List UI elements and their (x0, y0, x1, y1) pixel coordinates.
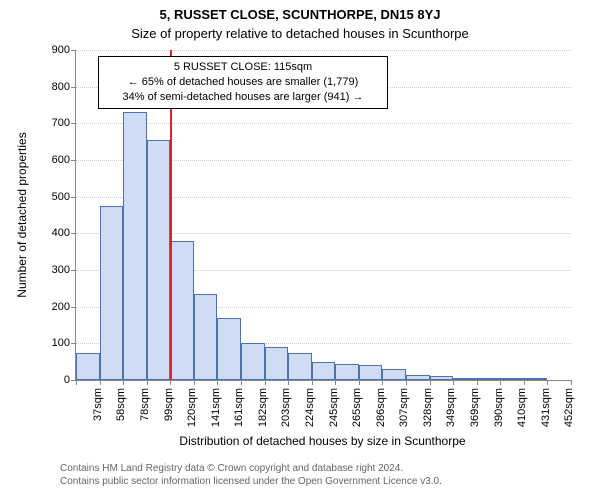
xtick-label: 203sqm (280, 388, 292, 427)
xtick-label: 328sqm (422, 388, 434, 427)
histogram-bar (241, 343, 265, 380)
xtick-mark (547, 380, 548, 385)
x-axis-label: Distribution of detached houses by size … (75, 434, 570, 448)
xtick-mark (100, 380, 101, 385)
histogram-bar (500, 378, 524, 380)
footer-line-1: Contains HM Land Registry data © Crown c… (60, 462, 442, 475)
xtick-label: 37sqm (92, 388, 104, 421)
xtick-label: 286sqm (375, 388, 387, 427)
xtick-mark (312, 380, 313, 385)
xtick-label: 141sqm (210, 388, 222, 427)
xtick-label: 307sqm (398, 388, 410, 427)
annotation-line-0: 5 RUSSET CLOSE: 115sqm (105, 60, 381, 75)
ytick-label: 400 (52, 227, 76, 239)
histogram-bar (312, 362, 336, 380)
annotation-line-2: 34% of semi-detached houses are larger (… (105, 90, 381, 105)
histogram-bar (265, 347, 289, 380)
histogram-bar (123, 112, 147, 380)
page-title-line2: Size of property relative to detached ho… (0, 26, 600, 41)
xtick-mark (194, 380, 195, 385)
histogram-bar (288, 353, 312, 381)
xtick-mark (335, 380, 336, 385)
xtick-mark (76, 380, 77, 385)
ytick-label: 300 (52, 264, 76, 276)
xtick-mark (453, 380, 454, 385)
xtick-label: 161sqm (233, 388, 245, 427)
xtick-label: 224sqm (304, 388, 316, 427)
xtick-label: 265sqm (351, 388, 363, 427)
annotation-box: 5 RUSSET CLOSE: 115sqm ← 65% of detached… (98, 56, 388, 109)
y-axis-label: Number of detached properties (15, 115, 29, 315)
histogram-bar (430, 376, 454, 380)
histogram-bar (194, 294, 218, 380)
xtick-label: 349sqm (445, 388, 457, 427)
footer-text: Contains HM Land Registry data © Crown c… (60, 462, 442, 488)
histogram-bar (524, 378, 548, 380)
xtick-mark (217, 380, 218, 385)
histogram-bar (453, 378, 477, 380)
xtick-label: 78sqm (139, 388, 151, 421)
xtick-mark (477, 380, 478, 385)
histogram-bar (477, 378, 501, 380)
xtick-mark (571, 380, 572, 385)
xtick-mark (430, 380, 431, 385)
xtick-label: 58sqm (115, 388, 127, 421)
ytick-label: 100 (52, 337, 76, 349)
xtick-mark (288, 380, 289, 385)
xtick-mark (359, 380, 360, 385)
ytick-label: 0 (64, 374, 76, 386)
xtick-mark (241, 380, 242, 385)
ytick-label: 800 (52, 81, 76, 93)
xtick-mark (123, 380, 124, 385)
xtick-label: 182sqm (257, 388, 269, 427)
ytick-label: 600 (52, 154, 76, 166)
histogram-bar (100, 206, 124, 380)
xtick-mark (500, 380, 501, 385)
annotation-line-1: ← 65% of detached houses are smaller (1,… (105, 75, 381, 90)
ytick-label: 700 (52, 117, 76, 129)
xtick-mark (406, 380, 407, 385)
xtick-mark (524, 380, 525, 385)
xtick-label: 369sqm (469, 388, 481, 427)
histogram-bar (147, 140, 171, 380)
histogram-bar (76, 353, 100, 381)
xtick-label: 431sqm (540, 388, 552, 427)
xtick-label: 390sqm (493, 388, 505, 427)
histogram-bar (217, 318, 241, 380)
histogram-bar (170, 241, 194, 380)
footer-line-2: Contains public sector information licen… (60, 475, 442, 488)
histogram-bar (359, 365, 383, 380)
xtick-mark (265, 380, 266, 385)
page-title-line1: 5, RUSSET CLOSE, SCUNTHORPE, DN15 8YJ (0, 7, 600, 22)
xtick-mark (382, 380, 383, 385)
ytick-label: 200 (52, 301, 76, 313)
gridline (76, 50, 571, 51)
xtick-label: 120sqm (186, 388, 198, 427)
xtick-label: 245sqm (328, 388, 340, 427)
ytick-label: 900 (52, 44, 76, 56)
histogram-bar (382, 369, 406, 380)
gridline (76, 123, 571, 124)
histogram-bar (406, 375, 430, 381)
xtick-mark (170, 380, 171, 385)
xtick-label: 410sqm (516, 388, 528, 427)
ytick-label: 500 (52, 191, 76, 203)
histogram-bar (335, 364, 359, 381)
xtick-label: 99sqm (163, 388, 175, 421)
xtick-mark (147, 380, 148, 385)
xtick-label: 452sqm (563, 388, 575, 427)
